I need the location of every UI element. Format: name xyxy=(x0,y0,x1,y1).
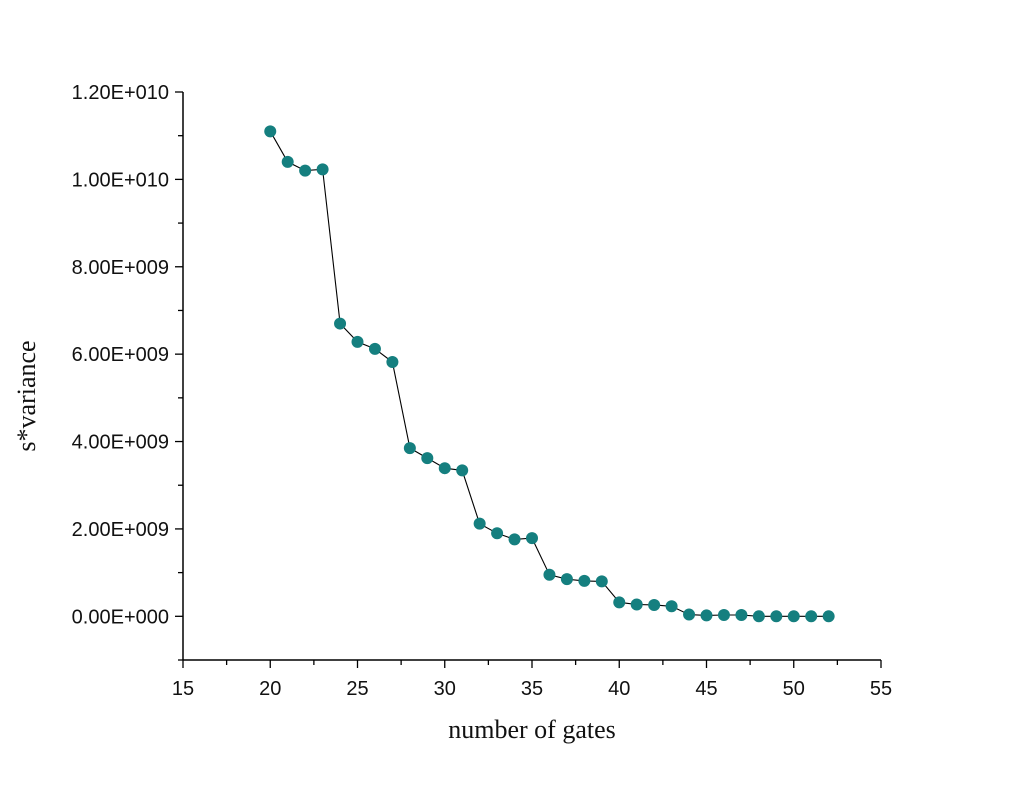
x-tick-label: 15 xyxy=(172,678,194,700)
x-axis-title: number of gates xyxy=(448,715,616,744)
data-point xyxy=(683,608,696,621)
data-point xyxy=(316,163,329,176)
data-point xyxy=(787,610,800,623)
data-point xyxy=(508,533,521,546)
data-point xyxy=(491,527,504,540)
data-point xyxy=(386,356,399,369)
data-point xyxy=(473,517,486,530)
data-point xyxy=(630,598,643,611)
x-tick-label: 40 xyxy=(608,678,630,700)
x-tick-label: 35 xyxy=(521,678,543,700)
y-tick-label: 1.20E+010 xyxy=(72,82,169,104)
y-tick-label: 2.00E+009 xyxy=(72,519,169,541)
y-axis-ticks: 0.00E+000 2.00E+009 4.00E+009 6.00E+009 8.00… xyxy=(72,82,183,661)
data-point xyxy=(526,532,538,545)
data-point xyxy=(456,464,469,477)
series-line xyxy=(269,131,829,617)
x-tick-label: 45 xyxy=(695,678,717,700)
data-point xyxy=(805,610,818,623)
data-point xyxy=(368,342,381,355)
x-tick-label: 20 xyxy=(259,678,281,700)
data-point xyxy=(421,452,434,465)
data-point xyxy=(665,600,678,613)
y-tick-label: 6.00E+009 xyxy=(72,344,169,366)
data-point xyxy=(648,598,661,611)
data-point xyxy=(351,335,364,348)
x-tick-label: 50 xyxy=(783,678,805,700)
x-tick-label: 55 xyxy=(870,678,892,700)
axes: 0.00E+000 2.00E+009 4.00E+009 6.00E+009 8.00… xyxy=(72,82,892,700)
data-point xyxy=(735,608,748,621)
data-point xyxy=(560,573,573,586)
data-point xyxy=(752,610,765,623)
data-point xyxy=(822,610,835,623)
x-tick-label: 25 xyxy=(346,678,368,700)
series xyxy=(264,125,835,623)
y-axis-title: s*variance xyxy=(12,340,41,451)
y-tick-label: 1.00E+010 xyxy=(72,169,169,191)
data-point xyxy=(700,609,713,622)
data-point xyxy=(334,317,347,330)
data-point xyxy=(438,462,451,475)
data-point xyxy=(578,574,591,587)
y-tick-label: 8.00E+009 xyxy=(72,257,169,279)
data-point xyxy=(299,164,312,177)
x-tick-label: 30 xyxy=(434,678,456,700)
data-point xyxy=(403,442,416,455)
data-point xyxy=(770,610,783,623)
data-point xyxy=(281,155,294,168)
x-axis-ticks: 15 20 25 30 35 40 45 50 55 xyxy=(172,660,892,700)
data-point xyxy=(595,575,608,588)
data-point xyxy=(717,608,730,621)
y-tick-label: 0.00E+000 xyxy=(72,606,169,628)
data-point xyxy=(613,596,626,609)
data-point xyxy=(264,125,277,138)
data-point xyxy=(543,568,556,581)
y-tick-label: 4.00E+009 xyxy=(72,432,169,454)
